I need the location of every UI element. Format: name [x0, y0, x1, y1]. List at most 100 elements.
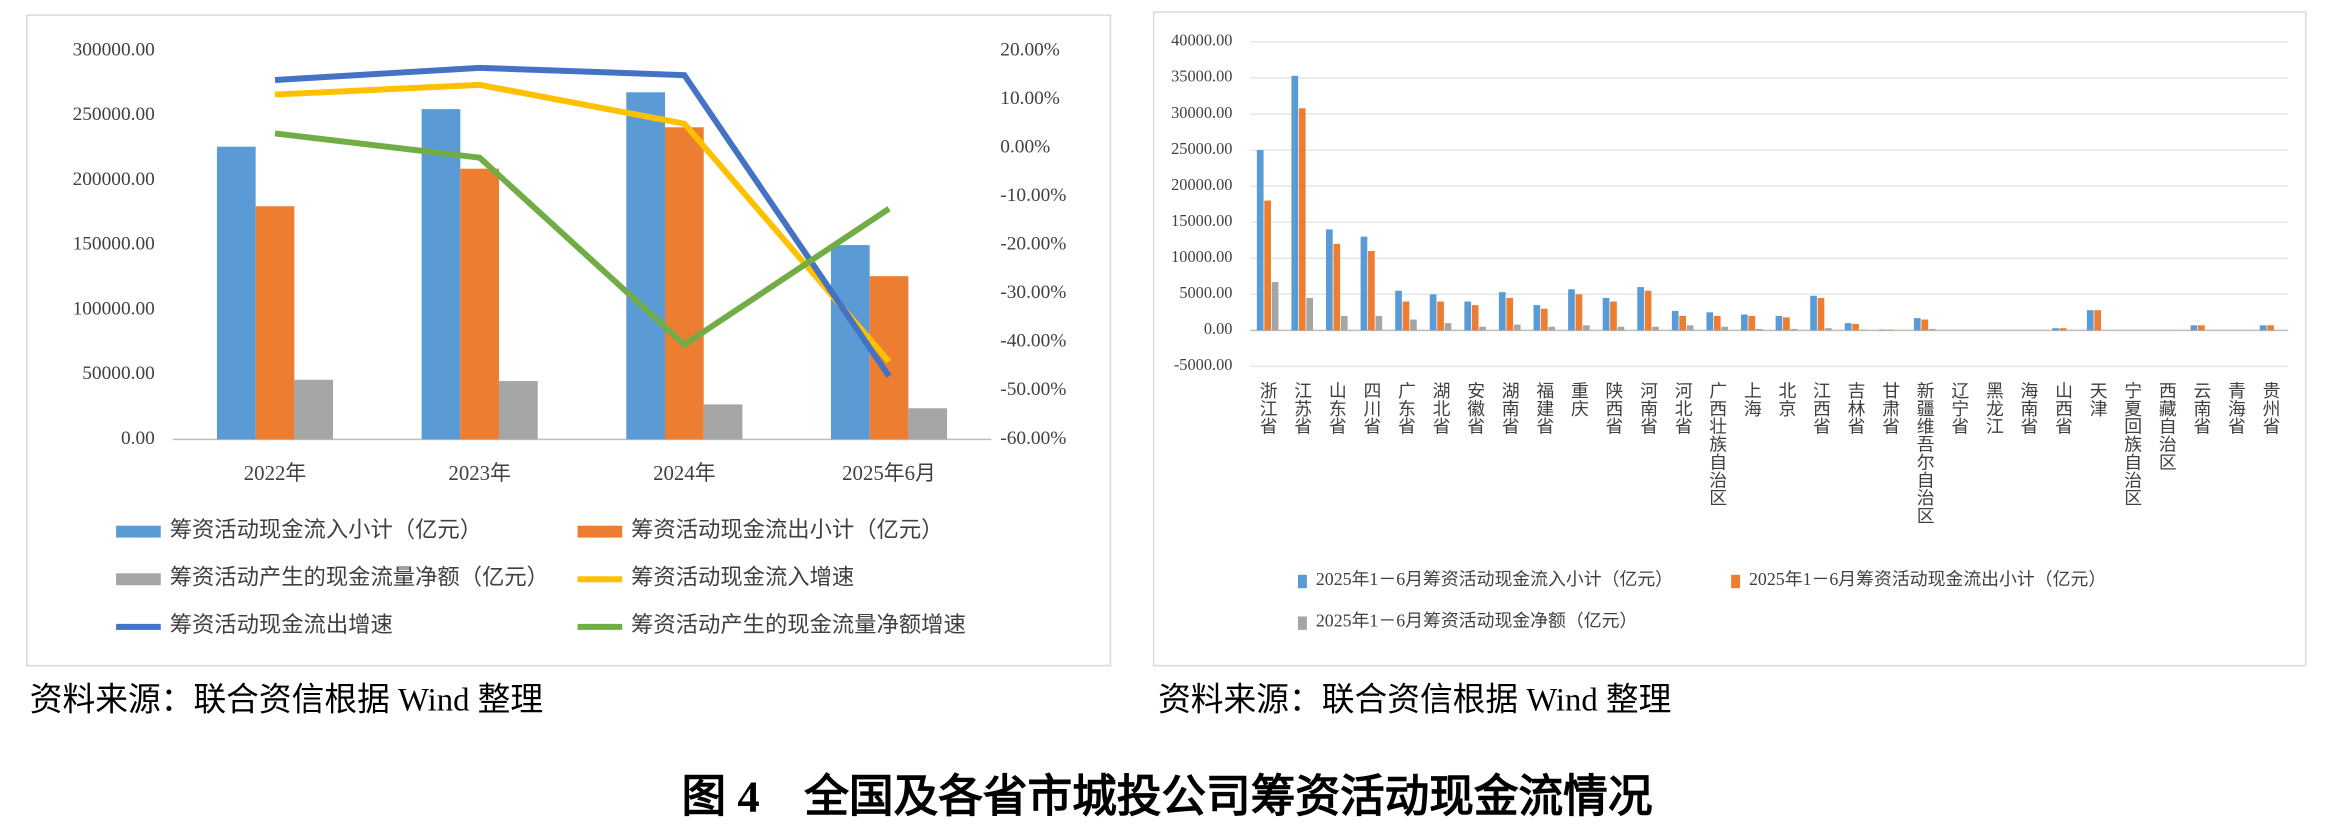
x-tick-label: 山东省	[1327, 381, 1347, 435]
bar	[1306, 297, 1314, 331]
legend-label: 2025年1－6月筹资活动现金流入小计（亿元）	[1316, 569, 1673, 589]
x-tick-label: 河北省	[1673, 381, 1693, 435]
bar	[1637, 287, 1644, 331]
bar	[1852, 323, 1859, 331]
x-tick-label: 陕西省	[1603, 381, 1623, 435]
bar	[1602, 297, 1610, 331]
bar	[255, 206, 295, 440]
bar	[2259, 325, 2267, 331]
x-tick-label: 2025年6月	[842, 461, 936, 485]
y-tick-label: 20000.00	[1171, 175, 1232, 194]
bar	[2094, 310, 2101, 331]
bar	[1360, 236, 1368, 331]
x-tick-label: 安徽省	[1465, 381, 1485, 435]
bar	[1471, 305, 1479, 331]
bar	[1326, 229, 1333, 331]
bar	[1568, 289, 1575, 331]
bar	[626, 92, 665, 440]
bar	[1402, 301, 1410, 331]
bar	[1644, 290, 1652, 331]
bar	[294, 379, 334, 440]
bar	[1298, 108, 1306, 331]
x-tick-label: 青海省	[2226, 381, 2246, 435]
bar	[1429, 294, 1437, 331]
bar	[1671, 310, 1679, 331]
y-tick-label: 35000.00	[1171, 67, 1232, 86]
bar	[1810, 295, 1817, 331]
bar	[1479, 326, 1486, 331]
y2-tick-label: -20.00%	[1000, 234, 1066, 255]
x-tick-label: 江苏省	[1292, 381, 1312, 435]
line	[274, 64, 892, 378]
bar	[1921, 319, 1929, 331]
y-tick-label: 200000.00	[73, 169, 155, 190]
legend-swatch	[116, 525, 161, 538]
bar	[1928, 328, 1936, 331]
y2-tick-label: -10.00%	[1000, 185, 1066, 206]
bar	[1755, 328, 1763, 331]
bar	[1368, 251, 1375, 331]
bar	[1817, 297, 1825, 331]
y-tick-label: 100000.00	[73, 298, 155, 319]
bar	[1333, 243, 1341, 331]
bar	[2198, 325, 2205, 331]
legend-label: 2025年1－6月筹资活动现金流出小计（亿元）	[1749, 569, 2106, 589]
bar	[1679, 315, 1686, 331]
legend-label: 筹资活动现金流入小计（亿元）	[170, 517, 482, 542]
bar	[1721, 326, 1729, 331]
x-tick-label: 福建省	[1534, 381, 1554, 435]
bar	[1652, 326, 1659, 331]
bar	[499, 381, 538, 440]
x-tick-label: 2023年	[448, 461, 510, 485]
y-tick-label: 0.00	[121, 428, 155, 449]
figure-title: 图 4 全国及各省市城投公司筹资活动现金流情况	[682, 771, 1653, 821]
bar	[2190, 325, 2198, 331]
bar	[1340, 315, 1348, 331]
x-tick-label: 湖南省	[1500, 381, 1520, 435]
bar	[1444, 323, 1452, 331]
y2-tick-label: 20.00%	[1000, 39, 1060, 60]
bar	[1686, 325, 1694, 331]
x-tick-label: 贵州省	[2261, 381, 2281, 435]
y-tick-label: 10000.00	[1171, 247, 1232, 266]
bar	[2086, 310, 2094, 331]
bar	[1410, 319, 1417, 331]
y-tick-label: 40000.00	[1171, 31, 1232, 50]
bar	[1582, 325, 1590, 331]
bar	[1775, 315, 1783, 331]
y-tick-label: 0.00	[1204, 319, 1233, 338]
bar	[1741, 314, 1748, 331]
legend-label: 筹资活动产生的现金流量净额（亿元）	[170, 564, 549, 589]
x-tick-label: 河南省	[1638, 381, 1658, 435]
legend-swatch	[1731, 574, 1741, 589]
x-tick-label: 湖北省	[1431, 381, 1451, 435]
x-tick-label: 四川省	[1361, 381, 1381, 435]
y-tick-label: 150000.00	[73, 234, 155, 255]
legend-swatch	[116, 573, 161, 586]
x-tick-label: 天津	[2088, 381, 2108, 417]
bar	[1256, 150, 1264, 331]
y-tick-label: 25000.00	[1171, 139, 1232, 158]
legend-swatch	[1297, 616, 1307, 630]
x-tick-label: 广东省	[1396, 381, 1416, 435]
bar	[908, 408, 948, 440]
bar	[1375, 315, 1383, 331]
bar	[703, 404, 743, 440]
bar	[1886, 329, 1894, 331]
x-tick-label: 浙江省	[1258, 381, 1278, 435]
x-tick-label: 上海	[1742, 381, 1762, 417]
y2-tick-label: 0.00%	[1000, 136, 1050, 157]
bar	[1825, 328, 1832, 331]
bar	[2267, 325, 2274, 331]
bar	[1540, 308, 1548, 331]
line	[274, 81, 892, 364]
x-tick-label: 广西壮族自治区	[1707, 381, 1727, 506]
x-tick-label: 甘肃省	[1880, 381, 1900, 435]
bar	[1291, 75, 1299, 331]
y2-tick-label: 10.00%	[1000, 88, 1060, 109]
bar	[1748, 315, 1756, 331]
bar	[1498, 292, 1506, 331]
bar	[2059, 328, 2067, 331]
